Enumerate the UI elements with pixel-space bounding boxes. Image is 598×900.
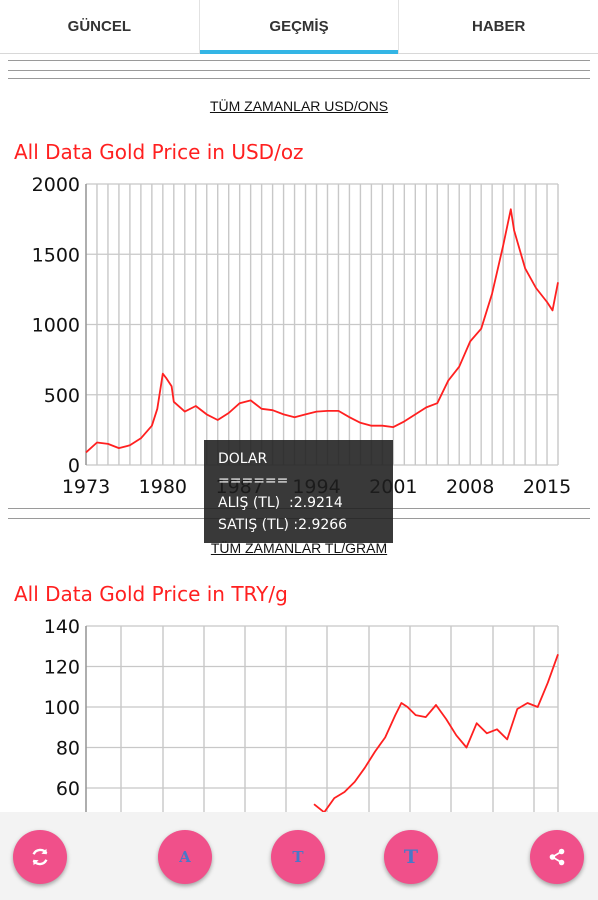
y-tick-label: 0: [68, 455, 80, 477]
try-gold-chart: 60 80 100 120 140: [44, 616, 559, 812]
refresh-icon: [32, 848, 48, 866]
section-heading-try: TÜM ZAMANLAR TL/GRAM: [210, 540, 388, 556]
x-tick-label: 2008: [446, 476, 494, 498]
usd-price-line: [85, 208, 559, 454]
try-price-line: [313, 653, 559, 812]
refresh-button[interactable]: [13, 830, 67, 884]
share-icon: [549, 848, 565, 866]
y-tick-label: 1500: [32, 244, 80, 266]
tooltip-buy-rate: ALIŞ (TL) :2.9214: [218, 495, 343, 511]
y-tick-label: 120: [44, 657, 80, 679]
tooltip-sell-rate: SATIŞ (TL) :2.9266: [218, 517, 348, 533]
y-tick-label: 60: [56, 778, 80, 800]
dolar-rate-tooltip: DOLAR ====== ALIŞ (TL) :2.9214 SATIŞ (TL…: [204, 440, 393, 543]
font-increase-button[interactable]: T: [384, 830, 438, 884]
x-tick-label: 1973: [62, 476, 110, 498]
x-tick-label: 1980: [139, 476, 187, 498]
font-a-icon: A: [179, 848, 191, 866]
y-tick-label: 140: [44, 616, 80, 638]
tab-gecmis[interactable]: GEÇMİŞ: [198, 0, 399, 54]
tab-haber[interactable]: HABER: [398, 0, 598, 53]
font-t-small-icon: T: [292, 848, 304, 866]
font-a-button[interactable]: A: [158, 830, 212, 884]
y-tick-label: 100: [44, 697, 80, 719]
font-decrease-button[interactable]: T: [271, 830, 325, 884]
chart-title-try: All Data Gold Price in TRY/g: [14, 582, 288, 606]
section-heading-usd: TÜM ZAMANLAR USD/ONS: [209, 98, 389, 114]
usd-gold-chart: 0500100015002000197319801987199420012008…: [32, 174, 572, 498]
x-tick-label: 2015: [523, 476, 571, 498]
tooltip-title: DOLAR: [218, 451, 268, 467]
y-tick-label: 2000: [32, 174, 80, 196]
divider: [8, 78, 590, 79]
divider: [8, 60, 590, 61]
y-tick-label: 1000: [32, 315, 80, 337]
tab-guncel[interactable]: GÜNCEL: [67, 18, 131, 35]
divider: [8, 70, 590, 71]
share-button[interactable]: [530, 830, 584, 884]
chart-title-usd: All Data Gold Price in USD/oz: [14, 140, 304, 164]
y-tick-label: 500: [44, 385, 80, 407]
tab-bar: GÜNCEL GEÇMİŞ HABER: [0, 0, 598, 54]
tooltip-divider: ======: [218, 473, 289, 489]
y-tick-label: 80: [56, 738, 80, 760]
font-t-large-icon: T: [403, 846, 419, 868]
